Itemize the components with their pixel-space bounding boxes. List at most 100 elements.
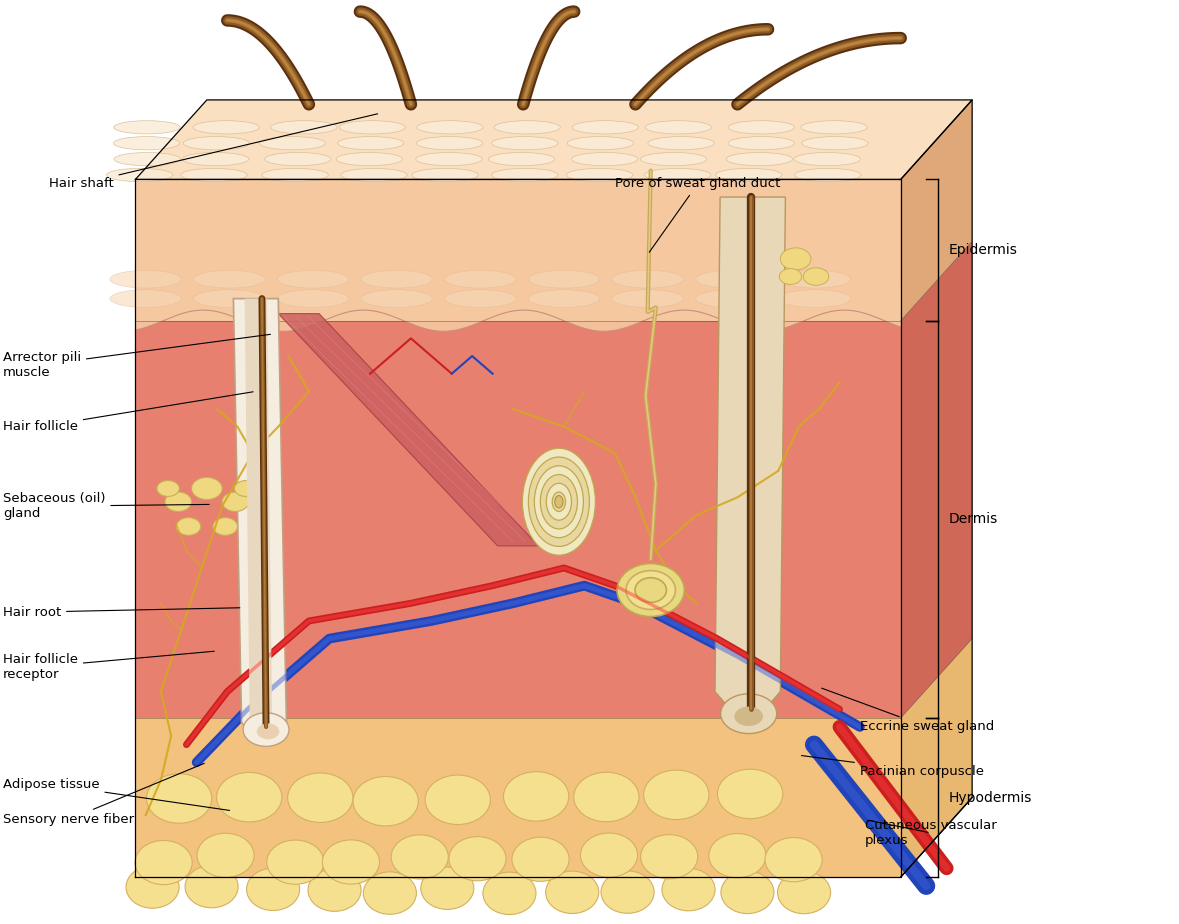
Polygon shape — [244, 298, 272, 721]
Ellipse shape — [444, 290, 516, 308]
Ellipse shape — [802, 137, 868, 150]
Text: Hair shaft: Hair shaft — [48, 114, 377, 190]
Ellipse shape — [528, 290, 600, 308]
Ellipse shape — [416, 152, 482, 165]
Ellipse shape — [114, 152, 180, 165]
Polygon shape — [136, 179, 901, 321]
Ellipse shape — [777, 871, 830, 914]
Text: Epidermis: Epidermis — [949, 243, 1017, 257]
Ellipse shape — [146, 773, 212, 823]
Ellipse shape — [426, 775, 490, 824]
Ellipse shape — [106, 168, 173, 182]
Text: Hair follicle: Hair follicle — [2, 392, 253, 433]
Ellipse shape — [337, 137, 403, 150]
Ellipse shape — [110, 271, 182, 288]
Ellipse shape — [353, 776, 419, 826]
Text: Dermis: Dermis — [949, 513, 997, 527]
Ellipse shape — [780, 248, 811, 270]
Ellipse shape — [503, 772, 568, 821]
Ellipse shape — [528, 457, 590, 546]
Ellipse shape — [601, 871, 654, 913]
Polygon shape — [901, 100, 973, 321]
Ellipse shape — [696, 271, 768, 288]
Text: Pore of sweat gland duct: Pore of sweat gland duct — [615, 177, 780, 252]
Ellipse shape — [546, 483, 572, 520]
Ellipse shape — [779, 269, 802, 285]
Polygon shape — [901, 241, 973, 718]
Ellipse shape — [555, 495, 562, 508]
Ellipse shape — [492, 137, 558, 150]
Ellipse shape — [483, 872, 536, 915]
Ellipse shape — [444, 271, 516, 288]
Ellipse shape — [341, 168, 407, 182]
Ellipse shape — [185, 866, 238, 907]
Polygon shape — [278, 313, 539, 546]
Ellipse shape — [779, 271, 851, 288]
Ellipse shape — [729, 121, 795, 134]
Ellipse shape — [640, 834, 698, 879]
Ellipse shape — [765, 837, 822, 881]
Text: Hair follicle
receptor: Hair follicle receptor — [2, 651, 215, 681]
Ellipse shape — [193, 271, 265, 288]
Ellipse shape — [720, 871, 773, 914]
Ellipse shape — [626, 571, 676, 610]
Ellipse shape — [277, 271, 349, 288]
Ellipse shape — [340, 121, 406, 134]
Ellipse shape — [266, 840, 324, 884]
Text: Hair root: Hair root — [2, 605, 239, 619]
Ellipse shape — [512, 837, 569, 881]
Ellipse shape — [572, 152, 638, 165]
Ellipse shape — [494, 121, 560, 134]
Ellipse shape — [193, 290, 265, 308]
Text: Adipose tissue: Adipose tissue — [2, 778, 230, 810]
Ellipse shape — [528, 271, 600, 288]
Text: Hypodermis: Hypodermis — [949, 791, 1032, 805]
Ellipse shape — [567, 137, 633, 150]
Ellipse shape — [197, 833, 255, 878]
Ellipse shape — [264, 152, 331, 165]
Ellipse shape — [567, 168, 633, 182]
Ellipse shape — [726, 152, 792, 165]
Ellipse shape — [720, 694, 777, 734]
Ellipse shape — [411, 168, 479, 182]
Ellipse shape — [183, 137, 250, 150]
Ellipse shape — [522, 448, 595, 555]
Polygon shape — [136, 100, 973, 179]
Ellipse shape — [113, 137, 180, 150]
Text: Pacinian corpuscle: Pacinian corpuscle — [802, 756, 984, 778]
Polygon shape — [136, 718, 901, 877]
Ellipse shape — [574, 772, 639, 821]
Ellipse shape — [729, 137, 795, 150]
Ellipse shape — [661, 869, 714, 911]
Ellipse shape — [262, 168, 328, 182]
Ellipse shape — [222, 492, 249, 512]
Ellipse shape — [243, 712, 289, 747]
Ellipse shape — [552, 492, 566, 512]
Ellipse shape — [612, 271, 684, 288]
Ellipse shape — [257, 723, 279, 739]
Ellipse shape — [235, 480, 257, 496]
Ellipse shape — [612, 290, 684, 308]
Ellipse shape — [193, 121, 259, 134]
Ellipse shape — [165, 492, 191, 512]
Ellipse shape — [191, 478, 222, 500]
Ellipse shape — [488, 152, 555, 165]
Ellipse shape — [718, 769, 783, 819]
Text: Cutaneous vascular
plexus: Cutaneous vascular plexus — [865, 819, 996, 847]
Ellipse shape — [640, 152, 707, 165]
Text: Sebaceous (oil)
gland: Sebaceous (oil) gland — [2, 492, 209, 520]
Ellipse shape — [716, 168, 782, 182]
Polygon shape — [136, 321, 901, 718]
Ellipse shape — [361, 271, 433, 288]
Ellipse shape — [126, 866, 179, 908]
Ellipse shape — [534, 466, 584, 538]
Ellipse shape — [217, 772, 282, 822]
Ellipse shape — [580, 833, 638, 877]
Ellipse shape — [271, 121, 337, 134]
Ellipse shape — [795, 152, 861, 165]
Ellipse shape — [213, 517, 237, 535]
Ellipse shape — [635, 578, 666, 602]
Ellipse shape — [110, 290, 182, 308]
Ellipse shape — [572, 121, 639, 134]
Text: Arrector pili
muscle: Arrector pili muscle — [2, 334, 270, 379]
